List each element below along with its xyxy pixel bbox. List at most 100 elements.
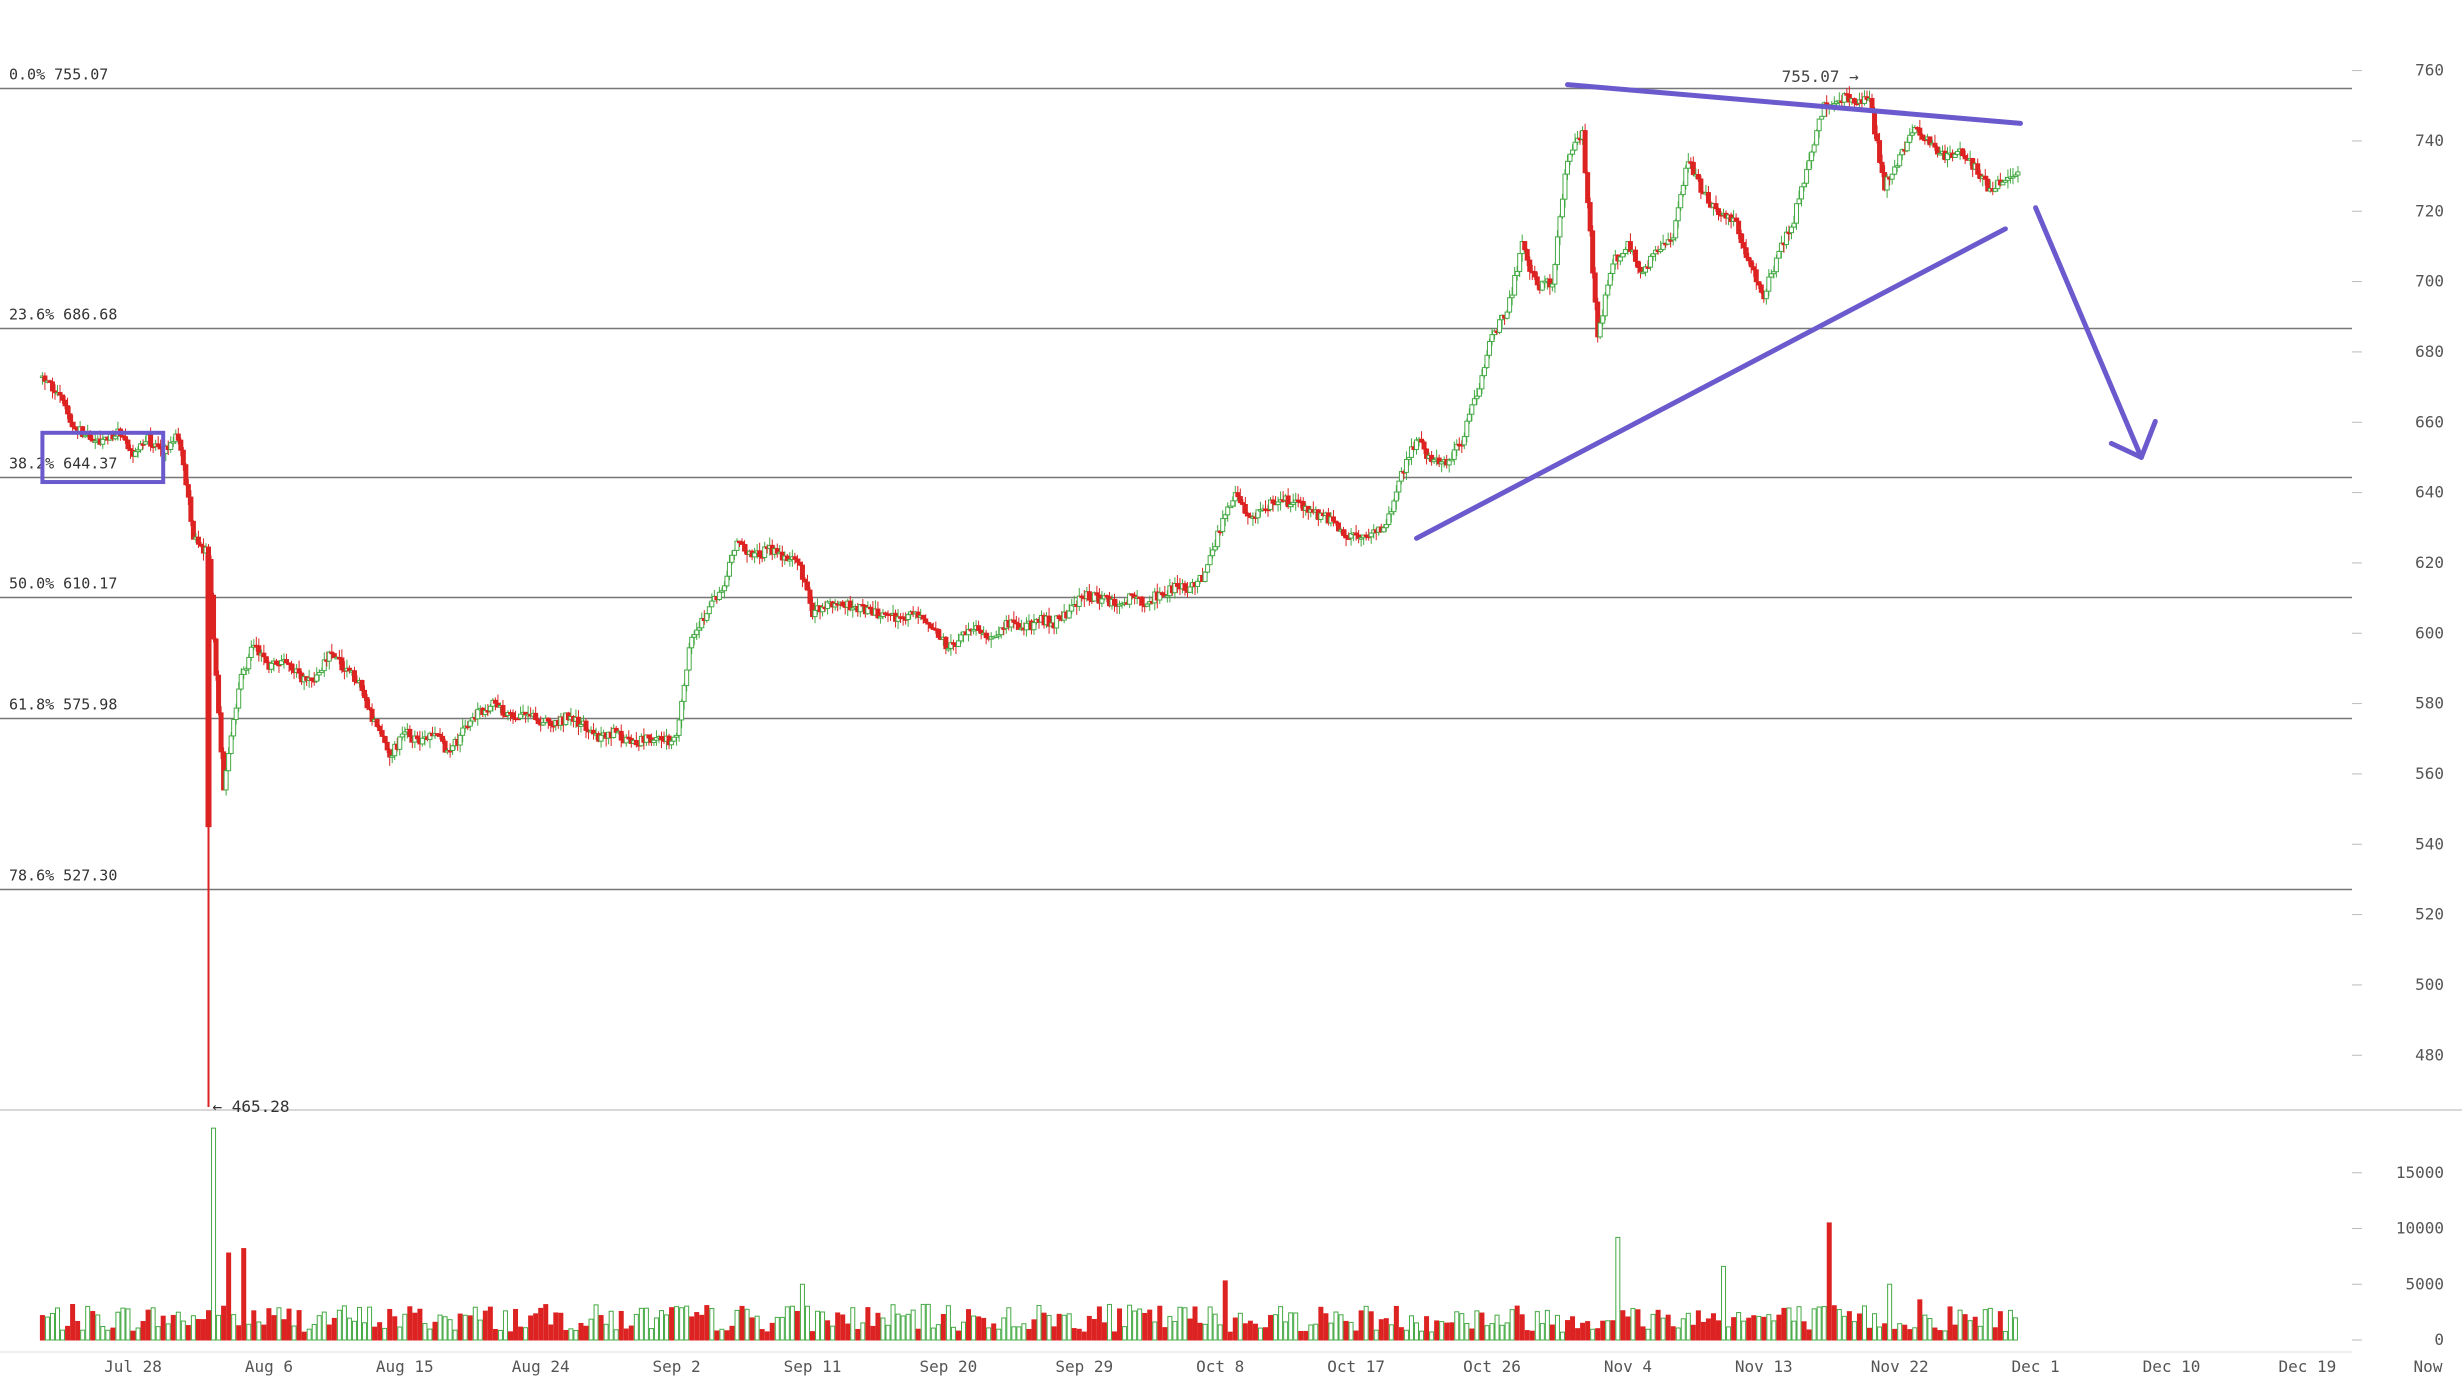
candle-body <box>1816 118 1822 132</box>
candle-body <box>233 707 239 720</box>
x-tick-label: Aug 24 <box>512 1357 570 1376</box>
volume-bar <box>1665 1314 1671 1341</box>
volume-bar <box>910 1309 916 1341</box>
candle-body <box>1992 188 1998 192</box>
candle-body <box>721 585 727 592</box>
candle-body <box>704 613 710 621</box>
volume-bar <box>1358 1310 1364 1341</box>
x-tick-label: Nov 13 <box>1735 1357 1793 1376</box>
volume-bar <box>986 1327 992 1341</box>
candle-body <box>550 724 556 728</box>
volume-bar <box>1580 1322 1586 1341</box>
volume-bar <box>200 1319 206 1341</box>
candle-body <box>92 440 98 443</box>
candle-body <box>1011 619 1017 623</box>
candle-body <box>1985 178 1991 192</box>
candle-body <box>1919 134 1925 140</box>
volume-bar <box>1554 1314 1560 1341</box>
candle-body <box>82 434 88 438</box>
volume-bar <box>1323 1313 1329 1341</box>
candle-body <box>213 638 219 676</box>
volume-bar <box>417 1308 423 1341</box>
volume-bar <box>397 1326 403 1341</box>
volume-bar <box>1419 1330 1425 1341</box>
volume-bar <box>251 1310 257 1341</box>
volume-bar <box>1796 1306 1802 1341</box>
candle-body <box>1205 564 1211 573</box>
candle-body <box>1554 236 1560 266</box>
candle-body <box>1157 592 1163 601</box>
candle-body <box>1270 499 1276 504</box>
volume-bar <box>311 1323 317 1341</box>
candle-body <box>623 736 629 744</box>
candle-body <box>1414 439 1419 450</box>
volume-bar <box>1237 1312 1243 1341</box>
candle-body <box>1683 167 1689 186</box>
candle-body <box>1854 102 1860 106</box>
volume-bar <box>1741 1320 1747 1341</box>
volume-bar <box>739 1305 745 1341</box>
candle-body <box>1393 491 1399 502</box>
volume-bar <box>553 1312 559 1341</box>
volume-bar <box>1917 1299 1923 1341</box>
candle-body <box>387 749 393 758</box>
volume-bar <box>1484 1325 1490 1341</box>
volume-bar <box>1851 1321 1857 1341</box>
volume-bar <box>1117 1308 1123 1341</box>
volume-bar <box>1273 1314 1279 1341</box>
volume-bar <box>991 1323 997 1341</box>
volume-bar <box>1751 1315 1757 1341</box>
candle-body <box>241 668 247 675</box>
volume-bar <box>885 1324 891 1341</box>
candle-body <box>792 556 798 560</box>
candle-body <box>807 589 813 604</box>
volume-bar <box>1721 1265 1727 1341</box>
volume-bar <box>412 1312 418 1341</box>
volume-bar <box>1952 1324 1958 1341</box>
volume-bar <box>1791 1320 1797 1341</box>
candle-body <box>895 616 901 622</box>
candle-body <box>1748 260 1754 268</box>
candle-body <box>1602 294 1608 317</box>
x-tick-label: Sep 11 <box>784 1357 842 1376</box>
candle-body <box>1522 241 1528 251</box>
volume-bar <box>1132 1310 1138 1341</box>
volume-bar <box>165 1323 171 1341</box>
volume-bar <box>231 1314 237 1341</box>
candle-body <box>1783 231 1789 245</box>
candle-body <box>1897 154 1903 167</box>
candle-body <box>825 601 831 609</box>
volume-bar <box>487 1306 493 1341</box>
volume-bar <box>105 1329 111 1341</box>
volume-bar <box>221 1305 227 1341</box>
candle-body <box>1112 598 1117 606</box>
candle-body <box>1421 441 1427 450</box>
candle-body <box>1489 334 1495 342</box>
volume-bar <box>296 1310 302 1341</box>
candle-body <box>1474 395 1480 400</box>
candle-body <box>377 725 383 732</box>
candle-body <box>1476 388 1482 397</box>
candle-body <box>850 607 856 611</box>
candle-body <box>389 755 395 758</box>
candle-body <box>482 710 488 716</box>
volume-bar <box>331 1317 337 1341</box>
volume-bar <box>1559 1331 1565 1341</box>
candle-body <box>1290 501 1296 505</box>
candle-body <box>100 438 106 445</box>
volume-bar <box>190 1315 196 1341</box>
volume-bar <box>1051 1326 1057 1341</box>
candle-body <box>246 656 252 670</box>
candle-body <box>273 660 279 665</box>
volume-bar <box>351 1320 357 1341</box>
volume-bar <box>387 1308 393 1341</box>
volume-bar <box>326 1324 332 1341</box>
highlight-box <box>40 430 166 485</box>
volume-bar <box>1816 1306 1822 1341</box>
volume-bar <box>674 1306 680 1341</box>
candle-body <box>1461 436 1467 446</box>
volume-bar <box>603 1323 609 1341</box>
candle-body <box>1132 594 1138 599</box>
candle-body <box>1637 266 1643 273</box>
candle-body <box>706 606 712 615</box>
